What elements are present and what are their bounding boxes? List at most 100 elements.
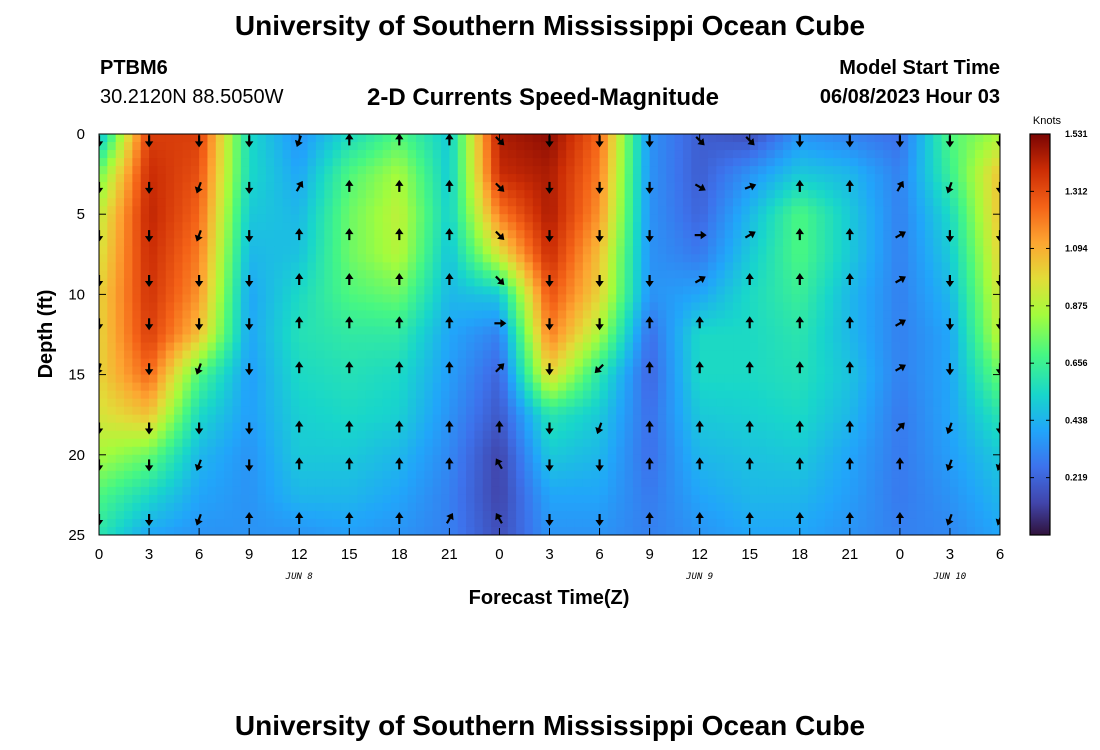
- heatmap-cell: [390, 470, 400, 480]
- heatmap-cell: [557, 222, 567, 231]
- heatmap-cell: [224, 486, 234, 496]
- heatmap-cell: [632, 406, 642, 416]
- heatmap-cell: [524, 398, 534, 408]
- heatmap-cell: [174, 278, 184, 287]
- heatmap-cell: [449, 270, 459, 279]
- heatmap-cell: [632, 414, 642, 424]
- heatmap-cell: [457, 310, 467, 320]
- heatmap-cell: [866, 350, 876, 360]
- heatmap-cell: [324, 422, 334, 432]
- page-title: University of Southern Mississippi Ocean…: [234, 10, 866, 41]
- heatmap-cell: [299, 182, 309, 191]
- heatmap-cell: [933, 134, 943, 143]
- heatmap-cell: [641, 486, 651, 496]
- heatmap-cell: [357, 470, 367, 480]
- heatmap-cell: [374, 134, 384, 143]
- heatmap-cell: [691, 134, 701, 143]
- heatmap-cell: [232, 470, 242, 480]
- heatmap-cell: [265, 326, 275, 336]
- heatmap-cell: [449, 422, 459, 432]
- heatmap-cell: [290, 334, 300, 344]
- heatmap-cell: [541, 350, 551, 360]
- heatmap-cell: [933, 190, 943, 199]
- heatmap-cell: [516, 270, 526, 279]
- heatmap-cell: [841, 438, 851, 448]
- heatmap-cell: [466, 350, 476, 360]
- heatmap-cell: [290, 390, 300, 400]
- heatmap-cell: [599, 374, 609, 384]
- heatmap-cell: [299, 230, 309, 239]
- heatmap-cell: [332, 382, 342, 392]
- heatmap-cell: [833, 486, 843, 496]
- heatmap-cell: [883, 358, 893, 368]
- heatmap-cell: [883, 262, 893, 271]
- heatmap-cell: [616, 190, 626, 199]
- heatmap-cell: [124, 190, 133, 199]
- heatmap-cell: [240, 486, 250, 496]
- heatmap-cell: [374, 294, 384, 304]
- heatmap-cell: [966, 374, 976, 384]
- heatmap-cell: [591, 222, 601, 231]
- heatmap-cell: [332, 406, 342, 416]
- heatmap-cell: [182, 174, 192, 183]
- heatmap-cell: [616, 246, 626, 255]
- heatmap-cell: [215, 198, 225, 207]
- heatmap-cell: [607, 310, 617, 320]
- heatmap-cell: [916, 382, 926, 392]
- heatmap-cell: [574, 150, 584, 159]
- heatmap-cell: [883, 190, 893, 199]
- heatmap-cell: [599, 182, 609, 191]
- heatmap-cell: [774, 190, 784, 199]
- heatmap-cell: [616, 350, 626, 360]
- heatmap-cell: [282, 318, 292, 328]
- heatmap-cell: [407, 486, 417, 496]
- heatmap-cell: [574, 486, 584, 496]
- heatmap-cell: [99, 190, 108, 199]
- heatmap-cell: [182, 294, 192, 304]
- heatmap-cell: [315, 222, 325, 231]
- heatmap-cell: [874, 270, 884, 279]
- heatmap-cell: [632, 478, 642, 488]
- heatmap-cell: [199, 342, 209, 352]
- heatmap-cell: [649, 358, 659, 368]
- heatmap-cell: [124, 422, 133, 432]
- heatmap-cell: [716, 478, 726, 488]
- heatmap-cell: [582, 198, 592, 207]
- heatmap-cell: [107, 222, 117, 231]
- heatmap-cell: [949, 350, 959, 360]
- heatmap-cell: [549, 462, 559, 472]
- heatmap-cell: [891, 214, 901, 223]
- heatmap-cell: [641, 206, 651, 215]
- heatmap-cell: [324, 142, 334, 151]
- heatmap-cell: [991, 334, 1000, 344]
- heatmap-cell: [674, 430, 684, 440]
- heatmap-cell: [816, 310, 826, 320]
- heatmap-cell: [457, 206, 467, 215]
- heatmap-cell: [249, 350, 259, 360]
- heatmap-cell: [991, 414, 1000, 424]
- heatmap-cell: [357, 390, 367, 400]
- heatmap-cell: [607, 142, 617, 151]
- heatmap-cell: [182, 382, 192, 392]
- heatmap-cell: [232, 142, 242, 151]
- heatmap-cell: [607, 334, 617, 344]
- heatmap-cell: [265, 414, 275, 424]
- heatmap-cell: [924, 158, 934, 167]
- heatmap-cell: [257, 462, 267, 472]
- heatmap-cell: [582, 350, 592, 360]
- heatmap-cell: [674, 342, 684, 352]
- heatmap-cell: [966, 390, 976, 400]
- heatmap-cell: [232, 254, 242, 263]
- heatmap-cell: [682, 398, 692, 408]
- heatmap-cell: [190, 206, 200, 215]
- heatmap-cell: [708, 198, 717, 207]
- heatmap-cell: [382, 246, 392, 255]
- heatmap-cell: [532, 222, 542, 231]
- heatmap-cell: [666, 222, 676, 231]
- heatmap-cell: [916, 438, 926, 448]
- heatmap-cell: [791, 158, 801, 167]
- heatmap-cell: [124, 478, 133, 488]
- heatmap-cell: [115, 414, 125, 424]
- heatmap-cell: [240, 438, 250, 448]
- heatmap-cell: [441, 494, 450, 504]
